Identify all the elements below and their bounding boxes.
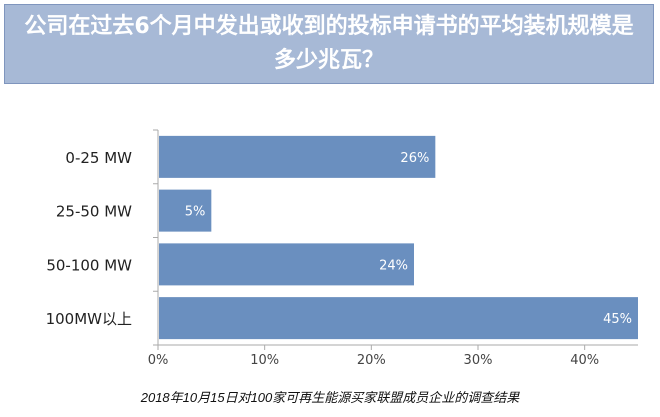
category-label: 100MW以上 [46, 310, 132, 328]
chart-title: 公司在过去6个月中发出或收到的投标申请书的平均装机规模是多少兆瓦？ [24, 14, 634, 73]
bar-data-label: 24% [379, 258, 408, 273]
x-tick-label: 0% [148, 353, 169, 368]
bar [159, 189, 212, 232]
bar [159, 243, 414, 286]
bar [159, 297, 638, 340]
x-tick-label: 30% [464, 353, 493, 368]
bar-data-label: 45% [603, 312, 632, 327]
chart-title-box: 公司在过去6个月中发出或收到的投标申请书的平均装机规模是多少兆瓦？ [4, 4, 654, 84]
survey-footnote: 2018年10月15日对100家可再生能源买家联盟成员企业的调查结果 [140, 390, 520, 405]
bar-data-label: 5% [185, 205, 206, 220]
bar [159, 135, 436, 178]
x-tick-label: 20% [357, 353, 386, 368]
category-label: 0-25 MW [65, 149, 132, 167]
bar-data-label: 26% [400, 151, 429, 166]
x-tick-label: 40% [570, 353, 599, 368]
category-label: 25-50 MW [56, 203, 132, 221]
category-label: 50-100 MW [46, 256, 132, 274]
x-tick-label: 10% [250, 353, 279, 368]
bar-chart: 0% 10% 20% 30% 40% 26% 0-25 MW 5% 25-50 MW 24% 50-… [46, 129, 638, 368]
